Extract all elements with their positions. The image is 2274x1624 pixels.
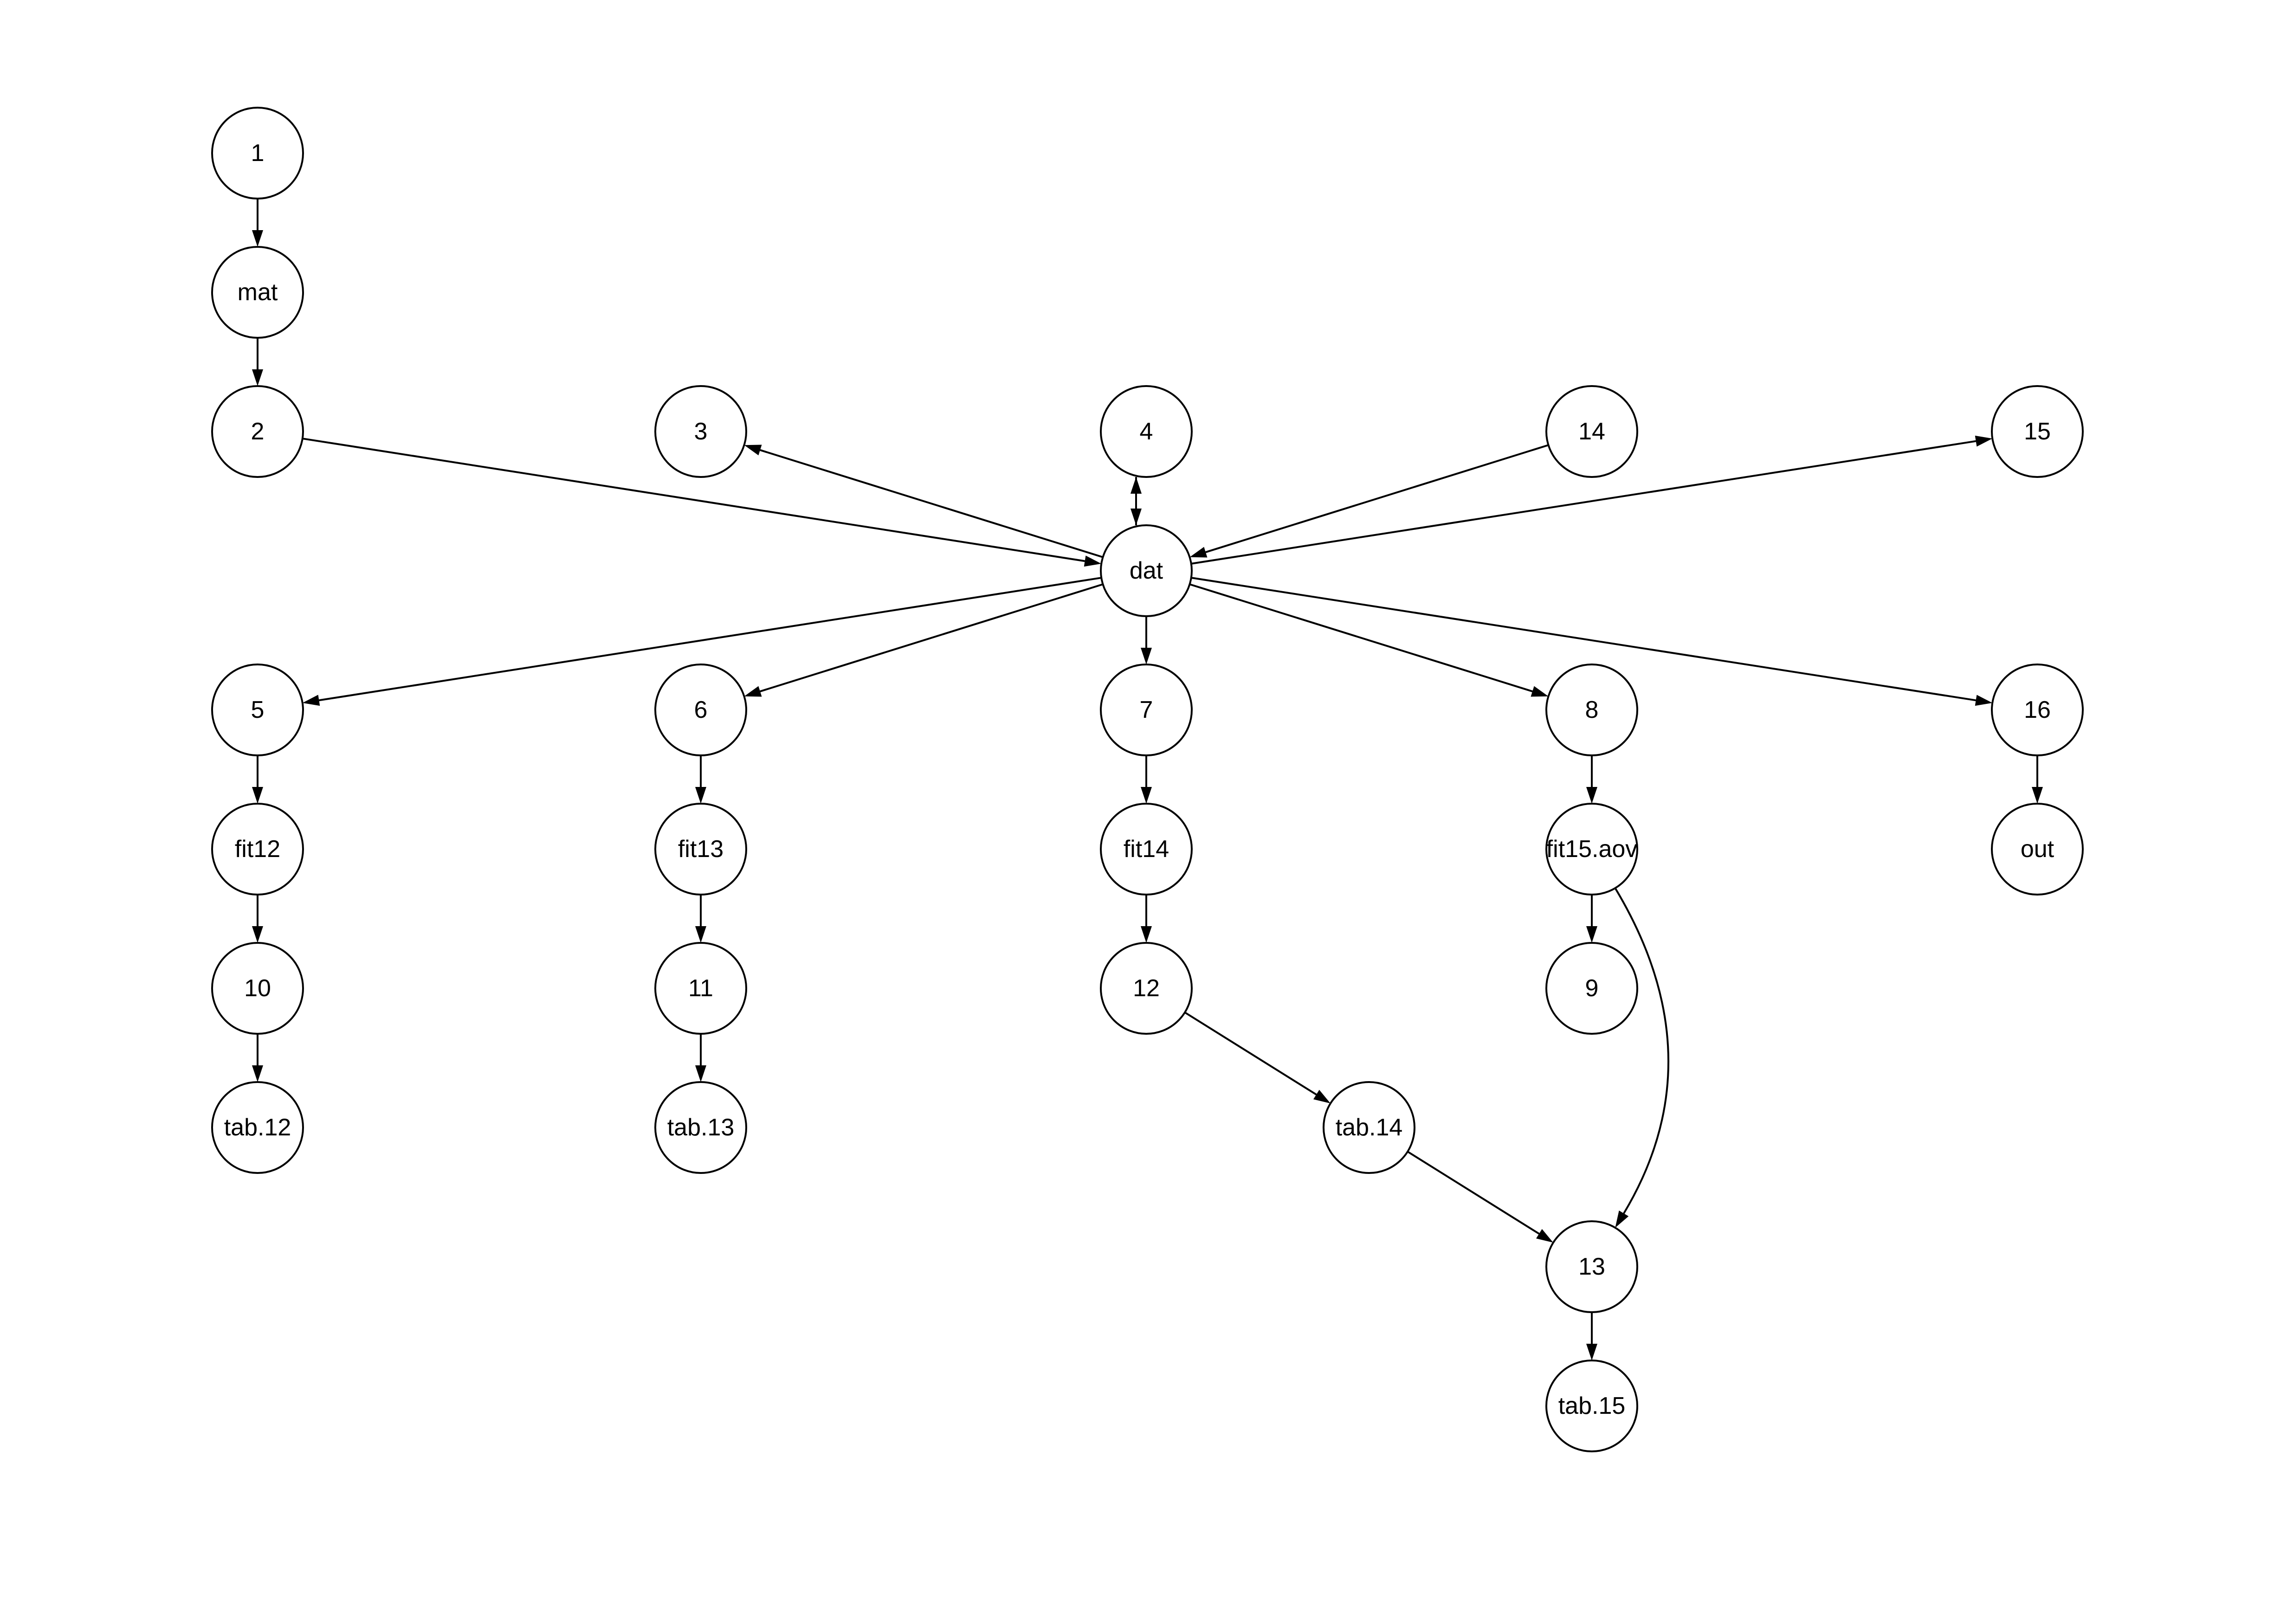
graph-node: 3 <box>655 386 746 477</box>
arrowhead <box>1975 695 1992 706</box>
graph-node: tab.15 <box>1546 1360 1637 1451</box>
graph-node: tab.12 <box>212 1082 303 1173</box>
graph-node: 16 <box>1992 664 2083 755</box>
graph-node: 15 <box>1992 386 2083 477</box>
arrowhead <box>1131 477 1142 494</box>
node-label: 5 <box>251 696 265 723</box>
graph-node: 11 <box>655 943 746 1034</box>
graph-node: 1 <box>212 108 303 199</box>
dependency-graph: 1 mat 2 3 4 14 15 dat 5 6 7 8 16 fit12 fit13 fit14 fit15… <box>0 0 2274 1624</box>
graph-node: 14 <box>1546 386 1637 477</box>
node-label: 12 <box>1133 975 1160 1002</box>
edge <box>1185 1012 1316 1095</box>
node-label: 11 <box>688 975 713 1002</box>
node-label: fit12 <box>235 836 280 863</box>
arrowhead <box>1615 1211 1628 1228</box>
edge <box>1190 584 1533 691</box>
graph-node: fit13 <box>655 804 746 895</box>
node-label: 15 <box>2024 418 2051 445</box>
arrowhead <box>1141 648 1152 664</box>
graph-node: 8 <box>1546 664 1637 755</box>
node-label: 8 <box>1585 696 1599 723</box>
node-label: tab.15 <box>1558 1392 1626 1419</box>
node-label: tab.14 <box>1336 1114 1403 1141</box>
node-label: 4 <box>1140 418 1153 445</box>
arrowhead <box>1586 926 1597 943</box>
graph-node: mat <box>212 247 303 338</box>
arrowhead <box>695 787 706 804</box>
node-label: fit13 <box>678 836 724 863</box>
graph-node: 7 <box>1101 664 1192 755</box>
node-label: 1 <box>251 140 265 167</box>
arrowhead <box>1531 686 1549 697</box>
graph-node: fit15.aov <box>1546 804 1638 895</box>
node-label: dat <box>1130 557 1163 584</box>
node-label: out <box>2021 836 2054 863</box>
node-label: 10 <box>244 975 271 1002</box>
node-label: 16 <box>2024 696 2051 723</box>
node-label: 3 <box>694 418 708 445</box>
arrowhead <box>1586 1344 1597 1360</box>
graph-node: fit14 <box>1101 804 1192 895</box>
node-label: 14 <box>1578 418 1605 445</box>
arrowhead <box>1313 1090 1331 1103</box>
graph-node: 9 <box>1546 943 1637 1034</box>
arrowhead <box>695 1065 706 1082</box>
node-label: 7 <box>1140 696 1153 723</box>
edges-layer <box>252 199 2043 1360</box>
node-label: tab.12 <box>224 1114 291 1141</box>
arrowhead <box>252 926 263 943</box>
graph-node: fit12 <box>212 804 303 895</box>
arrowhead <box>1141 787 1152 804</box>
arrowhead <box>1141 926 1152 943</box>
arrowhead <box>1586 787 1597 804</box>
arrowhead <box>744 686 762 697</box>
arrowhead <box>744 445 762 456</box>
arrowhead <box>1190 547 1208 558</box>
graph-node: tab.14 <box>1324 1082 1415 1173</box>
edge <box>760 584 1103 691</box>
node-label: 2 <box>251 418 265 445</box>
edge <box>1615 888 1668 1213</box>
node-label: 9 <box>1585 975 1599 1002</box>
arrowhead <box>2032 787 2043 804</box>
node-label: mat <box>238 279 278 306</box>
graph-node: 10 <box>212 943 303 1034</box>
edge <box>1206 445 1549 552</box>
edge <box>1408 1152 1539 1234</box>
graph-node: dat <box>1101 525 1192 616</box>
arrowhead <box>1536 1229 1553 1243</box>
arrowhead <box>303 695 320 706</box>
arrowhead <box>695 926 706 943</box>
graph-node: 4 <box>1101 386 1192 477</box>
graph-node: tab.13 <box>655 1082 746 1173</box>
node-label: fit15.aov <box>1546 836 1638 863</box>
graph-node: 13 <box>1546 1221 1637 1312</box>
arrowhead <box>1975 436 1992 447</box>
node-label: fit14 <box>1124 836 1169 863</box>
graph-node: 2 <box>212 386 303 477</box>
nodes-layer: 1 mat 2 3 4 14 15 dat 5 6 7 8 16 fit12 fit13 fit14 fit15… <box>212 108 2083 1451</box>
graph-node: out <box>1992 804 2083 895</box>
arrowhead <box>252 1065 263 1082</box>
graph-node: 6 <box>655 664 746 755</box>
edge <box>760 450 1103 557</box>
arrowhead <box>252 787 263 804</box>
node-label: 6 <box>694 696 708 723</box>
node-label: 13 <box>1578 1253 1605 1280</box>
arrowhead <box>252 369 263 386</box>
graph-node: 5 <box>212 664 303 755</box>
graph-node: 12 <box>1101 943 1192 1034</box>
arrowhead <box>1084 555 1101 567</box>
node-label: tab.13 <box>667 1114 735 1141</box>
arrowhead <box>252 230 263 247</box>
